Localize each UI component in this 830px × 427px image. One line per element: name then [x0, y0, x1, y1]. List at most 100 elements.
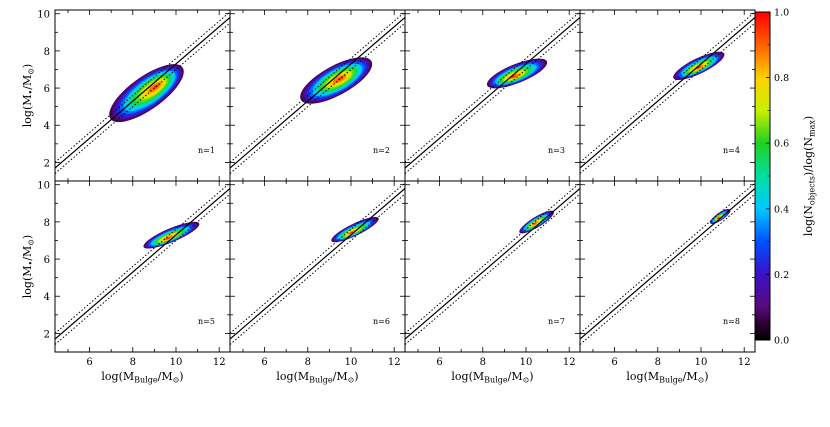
relation-line: [55, 16, 230, 169]
y-tick-label: 8: [44, 218, 50, 229]
y-tick-label: 10: [37, 10, 50, 21]
x-tick-label: 6: [611, 357, 617, 368]
relation-line: [55, 187, 230, 340]
ticks: [55, 10, 230, 181]
panel-frame: [229, 180, 406, 353]
colorbar-tick-label: 1.0: [774, 8, 789, 19]
relation-lines: [230, 11, 405, 174]
ticks: [55, 181, 230, 352]
density-contours: [109, 64, 184, 123]
relation-line: [230, 16, 405, 169]
density-level: [717, 217, 720, 219]
y-axis-label: log(M•/M⊙): [21, 235, 36, 298]
panel-1: n=1 2 4 6 8 10 log(M•/M⊙): [21, 9, 231, 182]
colorbar-label: log(Nobjects)/log(Nmax): [802, 116, 817, 236]
x-axis-label: log(MBulge/M⊙): [101, 370, 183, 385]
panel-frame: [54, 180, 231, 353]
x-tick-label: 8: [305, 357, 311, 368]
density-level: [533, 222, 537, 225]
x-tick-label: 8: [655, 357, 661, 368]
panel-8: n=8 6 8 10 12 log(MBulge/M⊙): [579, 180, 756, 385]
density-contours: [710, 208, 731, 224]
panel-label: n=2: [373, 146, 390, 155]
relation-line: [230, 187, 405, 340]
colorbar-tick-label: 0.8: [774, 73, 789, 84]
relation-lines: [230, 182, 405, 345]
ticks: [405, 10, 580, 181]
x-tick-label: 10: [520, 357, 533, 368]
scatter-line: [55, 182, 230, 334]
relation-line: [580, 16, 755, 169]
scatter-line: [230, 182, 405, 334]
ticks: [405, 181, 580, 352]
density-level: [165, 237, 170, 240]
scatter-line: [405, 182, 580, 334]
x-tick-label: 12: [388, 357, 401, 368]
x-tick-label: 10: [695, 357, 708, 368]
y-tick-label: 4: [44, 121, 50, 132]
x-tick-label: 12: [213, 357, 226, 368]
panel-3: n=3: [404, 9, 581, 182]
x-tick-label: 10: [345, 357, 358, 368]
ticks: [580, 10, 755, 181]
relation-line: [580, 187, 755, 340]
panel-label: n=3: [548, 146, 565, 155]
x-axis-label: log(MBulge/M⊙): [626, 370, 708, 385]
scatter-line: [580, 182, 755, 334]
panel-6: n=6 6 8 10 12 log(MBulge/M⊙): [229, 180, 406, 385]
density-level: [349, 231, 353, 234]
relation-line: [405, 16, 580, 169]
relation-line: [405, 187, 580, 340]
y-tick-label: 4: [44, 292, 50, 303]
density-contours: [143, 221, 200, 249]
colorbar-tick-label: 0.4: [774, 204, 789, 215]
colorbar: 0.0 0.2 0.4 0.6 0.8 1.0 log(Nobjects)/log(Nmax…: [754, 8, 817, 347]
x-tick-label: 12: [738, 357, 751, 368]
density-contours: [519, 210, 555, 234]
ticks: [580, 181, 755, 352]
scatter-line: [580, 11, 755, 163]
relation-lines: [580, 11, 755, 174]
colorbar-tick-label: 0.6: [774, 139, 789, 150]
panel-label: n=1: [198, 146, 215, 155]
x-tick-label: 6: [86, 357, 92, 368]
relation-lines: [55, 182, 230, 345]
panel-5: n=5 6 8 10 12 log(MBulge/M⊙) 2 4 6 8 10 log(M•/M⊙): [21, 180, 231, 385]
density-level: [697, 66, 701, 69]
panel-4: n=4: [579, 9, 756, 182]
y-tick-label: 10: [37, 181, 50, 192]
x-tick-label: 10: [170, 357, 183, 368]
panel-label: n=6: [373, 317, 390, 326]
y-tick-label: 2: [44, 329, 50, 340]
panel-2: n=2: [229, 9, 406, 182]
relation-lines: [580, 182, 755, 345]
x-tick-label: 8: [130, 357, 136, 368]
relation-lines: [405, 11, 580, 174]
panel-frame: [579, 9, 756, 182]
panels-layer: n=1 2 4 6 8 10 log(M•/M⊙) n=2 n=3 n=4 n=5 6 8 10 12 log…: [21, 9, 756, 385]
x-tick-label: 12: [563, 357, 576, 368]
density-contours: [300, 57, 373, 104]
scatter-line: [55, 11, 230, 163]
panel-label: n=5: [198, 317, 215, 326]
panel-frame: [404, 9, 581, 182]
panel-7: n=7 6 8 10 12 log(MBulge/M⊙): [404, 180, 581, 385]
relation-lines: [55, 11, 230, 174]
density-level: [511, 75, 516, 78]
x-tick-label: 6: [436, 357, 442, 368]
relation-lines: [405, 182, 580, 345]
y-tick-label: 8: [44, 47, 50, 58]
y-axis-label: log(M•/M⊙): [21, 64, 36, 127]
colorbar-tick-label: 0.2: [774, 270, 789, 281]
x-tick-label: 6: [261, 357, 267, 368]
x-tick-label: 8: [480, 357, 486, 368]
panel-label: n=7: [548, 317, 565, 326]
panel-label: n=4: [723, 146, 740, 155]
x-axis-label: log(MBulge/M⊙): [276, 370, 358, 385]
scatter-line: [405, 11, 580, 163]
colorbar-tick-label: 0.0: [774, 336, 789, 347]
ticks: [230, 10, 405, 181]
y-tick-label: 6: [44, 84, 50, 95]
panel-label: n=8: [723, 317, 740, 326]
